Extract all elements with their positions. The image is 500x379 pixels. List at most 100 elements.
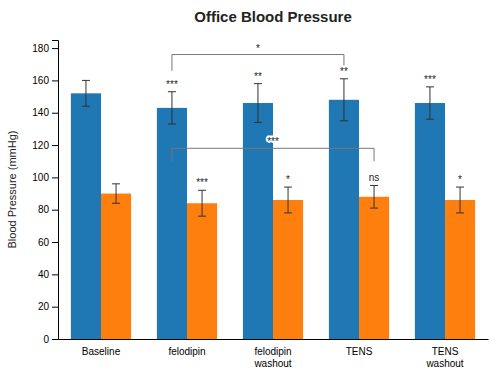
significance-label: *** — [196, 177, 208, 188]
bar — [187, 203, 217, 339]
x-tick: felodipinwashout — [253, 346, 291, 369]
error-bar-cap — [198, 216, 206, 217]
error-bar-stem — [288, 187, 289, 213]
x-tick-label: Baseline — [82, 346, 121, 357]
significance-label: ** — [340, 66, 348, 77]
error-bar-cap — [254, 83, 262, 84]
x-tick-label-line: Baseline — [82, 346, 121, 357]
y-tick: 180 — [32, 43, 58, 54]
chart: 0 20 40 60 80 100 120 140 160 180 Baseline felodipi… — [0, 0, 500, 379]
y-tick: 0 — [43, 334, 58, 345]
y-tick: 100 — [32, 172, 58, 183]
x-tick-label: felodipinwashout — [253, 346, 291, 369]
bar — [273, 200, 303, 339]
error-bar-stem — [257, 84, 258, 123]
x-axis-line — [59, 339, 489, 340]
significance-label: * — [458, 174, 462, 185]
error-bar — [370, 185, 378, 208]
error-bar-cap — [456, 187, 464, 188]
bracket-drop — [374, 148, 375, 161]
bracket — [172, 55, 344, 71]
x-tick-label: TENSwashout — [425, 346, 463, 369]
y-tick-label: 60 — [38, 237, 50, 248]
annotations: **************ns***** — [166, 43, 462, 189]
bracket — [172, 148, 374, 161]
bracket-top — [172, 54, 344, 55]
bar — [359, 197, 389, 339]
bracket-drop — [171, 148, 172, 161]
y-tick: 120 — [32, 140, 58, 151]
y-tick-label: 20 — [38, 301, 50, 312]
significance-label: * — [286, 174, 290, 185]
bar — [415, 103, 445, 339]
series-1 — [101, 184, 475, 339]
error-bar-stem — [202, 190, 203, 216]
series-0 — [71, 79, 445, 339]
y-tick-label: 180 — [32, 43, 49, 54]
error-bar-cap — [340, 78, 348, 79]
marks — [71, 55, 475, 339]
error-bar-cap — [426, 86, 434, 87]
error-bar-stem — [171, 92, 172, 124]
y-tick-mark — [52, 210, 58, 211]
error-bar-cap — [456, 212, 464, 213]
error-bar-stem — [460, 187, 461, 213]
error-bar-cap — [284, 187, 292, 188]
error-bar-cap — [198, 190, 206, 191]
bar — [101, 194, 131, 339]
bar — [157, 108, 187, 339]
significance-label: ns — [369, 172, 380, 183]
y-tick-label: 140 — [32, 107, 49, 118]
y-tick-label: 80 — [38, 204, 50, 215]
error-bar — [426, 87, 434, 119]
y-tick-mark — [52, 242, 58, 243]
error-bar-cap — [168, 124, 176, 125]
error-bar — [168, 92, 176, 124]
error-bar-stem — [429, 87, 430, 119]
y-tick-mark — [52, 339, 58, 340]
y-tick-mark — [52, 274, 58, 275]
bracket-drop — [171, 55, 172, 71]
y-tick-mark — [52, 145, 58, 146]
x-tick-label-line: TENS — [432, 346, 459, 357]
bracket-label: *** — [267, 136, 279, 147]
y-tick-label: 160 — [32, 75, 49, 86]
error-bar-cap — [168, 91, 176, 92]
error-bar — [340, 79, 348, 121]
error-bar — [198, 190, 206, 216]
error-bar — [254, 84, 262, 123]
y-tick-label: 120 — [32, 140, 49, 151]
error-bar-cap — [112, 203, 120, 204]
x-tick-label-line: felodipin — [168, 346, 205, 357]
y-tick-mark — [52, 113, 58, 114]
y-tick-mark — [52, 80, 58, 81]
x-tick-label: TENS — [346, 346, 373, 357]
y-tick: 80 — [38, 204, 58, 215]
error-bar-stem — [343, 79, 344, 121]
error-bar-cap — [284, 212, 292, 213]
x-tick: TENS — [346, 346, 373, 357]
x-tick-label-line: washout — [253, 358, 291, 369]
x-axis: BaselinefelodipinfelodipinwashoutTENSTEN… — [59, 340, 489, 369]
y-tick-mark — [52, 48, 58, 49]
title: Office Blood Pressure — [194, 8, 352, 25]
error-bar — [456, 187, 464, 213]
error-bar-cap — [426, 119, 434, 120]
bar — [329, 100, 359, 339]
x-tick: Baseline — [82, 346, 121, 357]
error-bar-cap — [370, 208, 378, 209]
x-tick: TENSwashout — [425, 346, 463, 369]
error-bar-stem — [374, 185, 375, 208]
error-bar-cap — [82, 106, 90, 107]
y-tick: 60 — [38, 237, 58, 248]
error-bar-stem — [116, 184, 117, 203]
error-bar — [82, 80, 90, 106]
plot-area: 0 20 40 60 80 100 120 140 160 180 Baseline felodipi… — [32, 41, 488, 369]
bracket-label: * — [256, 43, 260, 54]
error-bar — [112, 184, 120, 203]
y-tick-label: 40 — [38, 269, 50, 280]
error-bar-cap — [340, 120, 348, 121]
error-bar-cap — [82, 80, 90, 81]
y-tick-label: 0 — [43, 334, 49, 345]
y-tick: 140 — [32, 107, 58, 118]
